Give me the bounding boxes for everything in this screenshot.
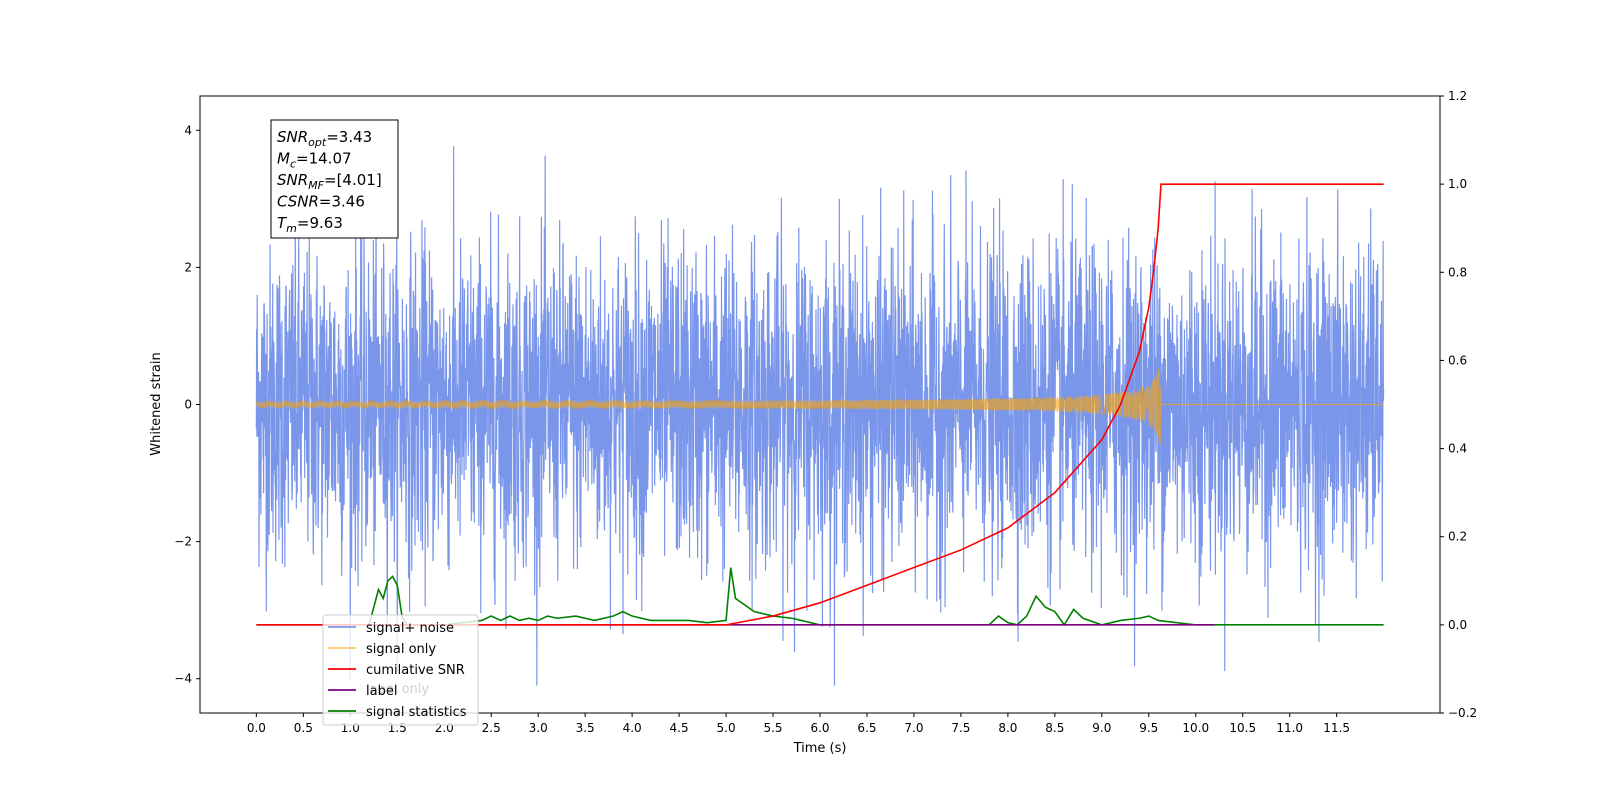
x-tick-label: 5.5	[763, 721, 782, 735]
x-tick-label: 8.5	[1045, 721, 1064, 735]
x-tick-label: 0.0	[247, 721, 266, 735]
y2-tick-label: −0.2	[1448, 706, 1477, 720]
x-tick-label: 10.5	[1229, 721, 1256, 735]
y-tick-label: 2	[184, 260, 192, 274]
x-tick-label: 2.5	[482, 721, 501, 735]
x-tick-label: 7.0	[904, 721, 923, 735]
y2-tick-label: 0.4	[1448, 442, 1467, 456]
y-tick-label: −2	[174, 535, 192, 549]
x-tick-label: 6.0	[810, 721, 829, 735]
x-tick-label: 3.5	[576, 721, 595, 735]
x-tick-label: 5.0	[717, 721, 736, 735]
legend-label: signal+ noise	[366, 621, 454, 636]
y-tick-label: 0	[184, 398, 192, 412]
x-tick-label: 3.0	[529, 721, 548, 735]
legend-label: cumilative SNR	[366, 663, 465, 678]
y2-tick-label: 0.2	[1448, 530, 1467, 544]
series-signal-noise-line	[255, 146, 1385, 686]
annotation-line: SNRopt=3.43	[277, 128, 372, 149]
series-signal-only-line	[255, 368, 1384, 446]
annotation-box	[270, 119, 399, 239]
x-tick-label: 6.5	[857, 721, 876, 735]
x-tick-label: 10.0	[1182, 721, 1209, 735]
legend-box	[322, 614, 479, 726]
legend-hidden-text: label only	[366, 682, 429, 697]
x-tick-label: 4.0	[623, 721, 642, 735]
x-tick-label: 11.5	[1323, 721, 1350, 735]
annotation-line: SNRMF=[4.01]	[277, 171, 382, 192]
annotation-line: Tm=9.63	[277, 214, 343, 235]
x-tick-label: 9.0	[1092, 721, 1111, 735]
x-tick-label: 7.5	[951, 721, 970, 735]
y2-tick-label: 0.0	[1448, 618, 1467, 632]
legend-label: label	[366, 684, 397, 699]
y2-tick-label: 1.2	[1448, 89, 1467, 103]
annotation-line: CSNR=3.46	[277, 193, 365, 211]
y-tick-label: −4	[174, 672, 192, 686]
y-axis-label: Whitened strain	[149, 352, 164, 455]
y2-tick-label: 0.8	[1448, 265, 1467, 279]
x-tick-label: 9.5	[1139, 721, 1158, 735]
annotation-line: Mc=14.07	[277, 150, 352, 171]
legend-label: signal statistics	[366, 705, 467, 720]
series-cumulative-snr-line	[256, 183, 1384, 626]
x-tick-label: 0.5	[294, 721, 313, 735]
x-tick-label: 11.0	[1276, 721, 1303, 735]
y2-tick-label: 0.6	[1448, 353, 1467, 367]
y-tick-label: 4	[184, 123, 192, 137]
x-axis-label: Time (s)	[793, 741, 847, 756]
legend-label: signal only	[366, 642, 436, 657]
y2-tick-label: 1.0	[1448, 177, 1467, 191]
x-tick-label: 4.5	[670, 721, 689, 735]
x-tick-label: 8.0	[998, 721, 1017, 735]
